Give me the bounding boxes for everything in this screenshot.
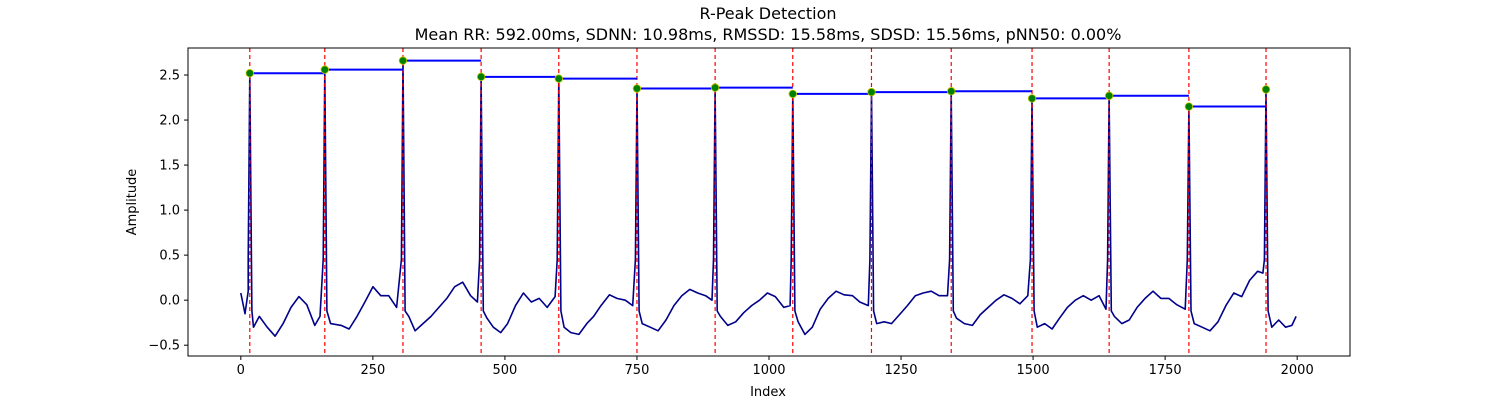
peak-marker-7	[788, 89, 797, 99]
peak-marker-1	[320, 65, 329, 74]
y-tick-label-5: 2.0	[159, 114, 180, 129]
peak-marker-6	[710, 83, 720, 92]
peak-marker-11	[1104, 91, 1114, 100]
x-tick-label-6: 1500	[1017, 363, 1050, 378]
x-tick-label-8: 2000	[1281, 363, 1314, 378]
chart-subtitle: Mean RR: 592.00ms, SDNN: 10.98ms, RMSSD:…	[415, 25, 1122, 44]
peak-marker-10	[1027, 94, 1037, 103]
y-tick-label-0: −0.5	[148, 339, 180, 354]
x-tick-label-0: 0	[237, 363, 245, 378]
peak-marker-2	[398, 56, 408, 65]
peak-marker-0	[245, 69, 254, 78]
y-tick-label-3: 1.0	[159, 204, 180, 219]
plot-frame	[187, 47, 1351, 357]
x-tick-label-1: 250	[360, 363, 385, 378]
y-tick-label-1: 0.0	[159, 294, 180, 309]
x-tick-label-2: 500	[492, 363, 517, 378]
peak-marker-13	[1261, 85, 1271, 94]
y-axis-label: Amplitude	[125, 169, 140, 236]
chart-title: R-Peak Detection	[699, 4, 836, 23]
peak-marker-12	[1184, 102, 1194, 111]
y-tick-label-2: 0.5	[159, 249, 180, 264]
x-tick-label-4: 1000	[752, 363, 785, 378]
peak-marker-5	[632, 84, 642, 93]
peak-marker-9	[947, 87, 956, 96]
x-axis: 0 250 500 750 1000 1250 1500 1750 2000	[237, 356, 1314, 378]
y-tick-label-6: 2.5	[159, 69, 180, 84]
plot-area	[240, 48, 1297, 356]
peak-marker-3	[476, 72, 486, 82]
y-tick-label-4: 1.5	[159, 159, 180, 174]
signal-line	[240, 59, 1297, 337]
peak-marker-4	[554, 74, 563, 83]
x-tick-label-3: 750	[625, 363, 650, 378]
x-axis-label: Index	[750, 385, 786, 400]
x-tick-label-7: 1750	[1149, 363, 1182, 378]
peak-marker-8	[867, 87, 876, 97]
y-axis: −0.5 0.0 0.5 1.0 1.5 2.0 2.5	[148, 69, 188, 354]
x-tick-label-5: 1250	[884, 363, 917, 378]
